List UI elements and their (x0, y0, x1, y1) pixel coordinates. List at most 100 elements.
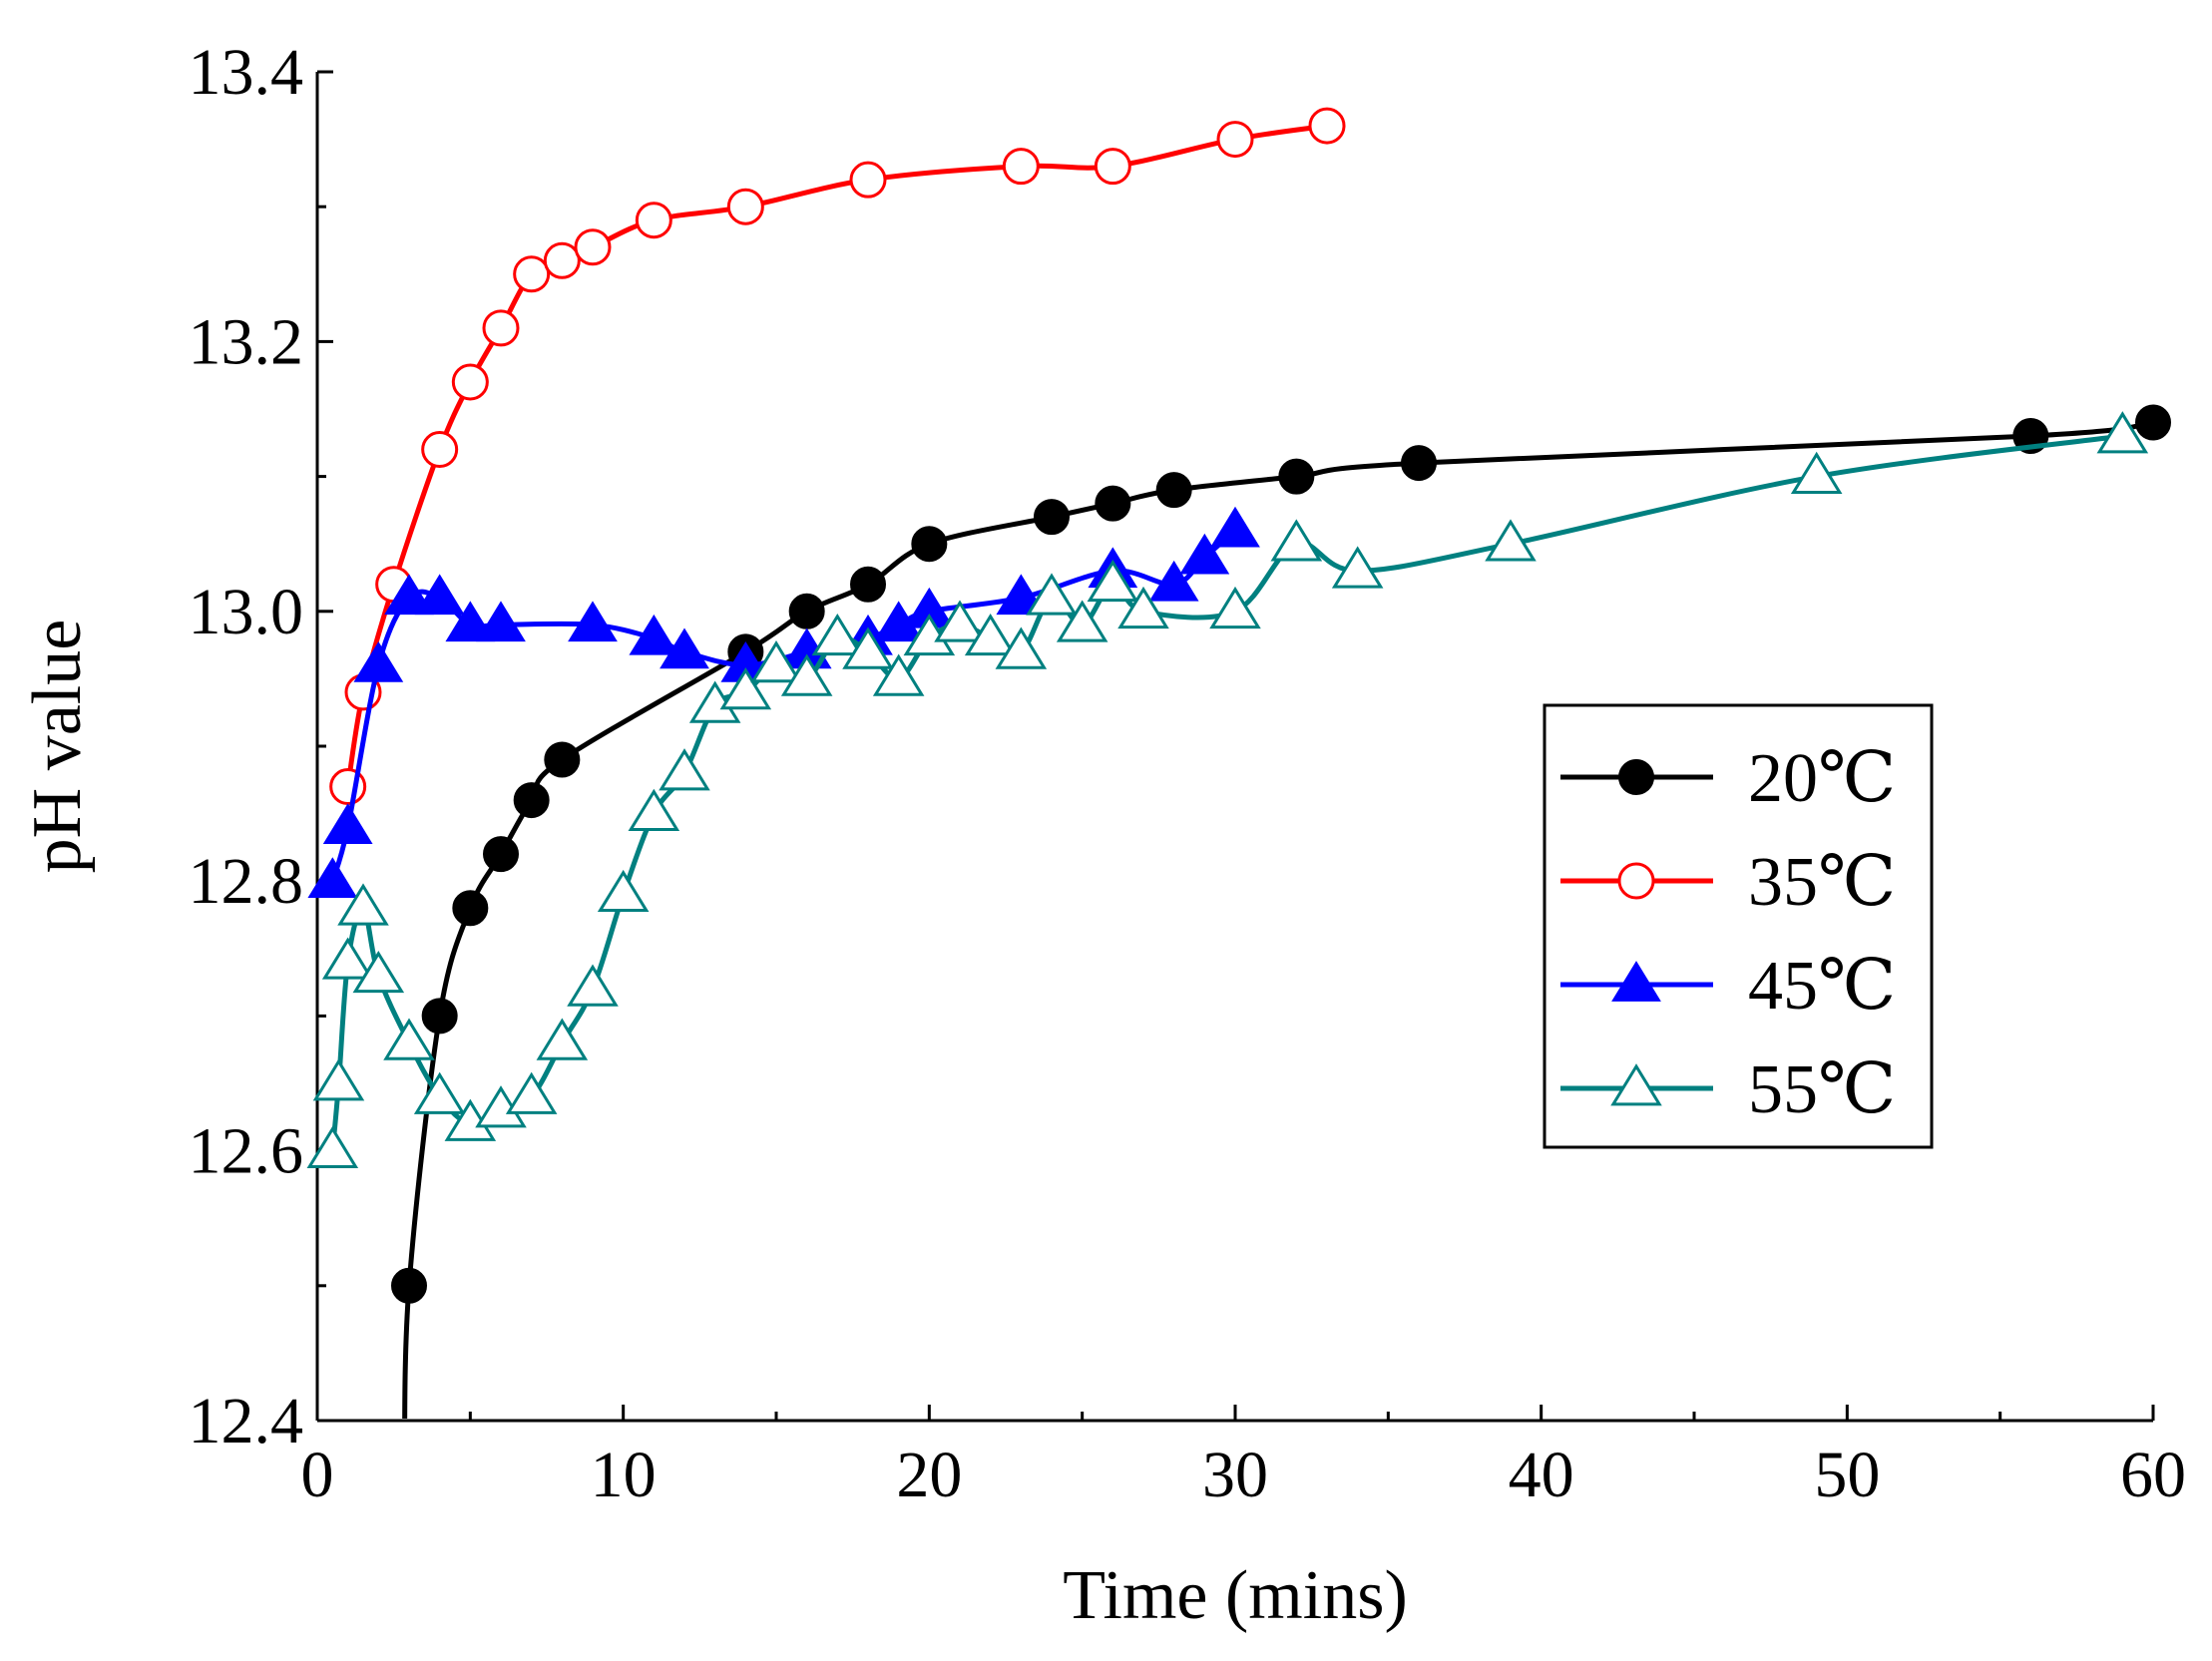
data-point (1034, 499, 1070, 536)
data-point (719, 667, 772, 710)
y-tick-label: 12.6 (189, 1115, 304, 1188)
data-point (445, 601, 496, 642)
series-group (329, 107, 1346, 806)
data-point (726, 188, 764, 225)
data-point (307, 857, 358, 899)
data-point (413, 1071, 466, 1114)
data-point (849, 161, 887, 199)
data-point (2096, 411, 2149, 454)
x-tick-label: 50 (1814, 1439, 1880, 1511)
data-point (660, 627, 709, 669)
y-tick-label: 12.8 (189, 845, 304, 918)
y-tick-label: 12.4 (189, 1385, 304, 1457)
x-tick-label: 0 (301, 1439, 334, 1511)
legend-label: 55℃ (1748, 1051, 1896, 1128)
data-point (321, 937, 374, 980)
data-point (352, 950, 405, 994)
data-point (1331, 546, 1384, 589)
series-group (307, 506, 1260, 899)
data-point (1210, 506, 1260, 548)
y-tick-label: 13.2 (189, 305, 304, 378)
data-point (543, 241, 581, 279)
ticks-layer: 0 10 20 30 40 50 60 12.4 12.6 12.8 13.0 13.2 13.4 (189, 36, 2187, 1511)
legend-label: 45℃ (1748, 948, 1896, 1025)
data-point (1095, 485, 1131, 522)
data-point (780, 653, 833, 696)
x-tick-label: 60 (2120, 1439, 2186, 1511)
data-point (811, 613, 864, 656)
data-point (597, 869, 650, 913)
data-point (421, 998, 458, 1035)
legend-marker (1618, 759, 1654, 795)
y-tick-label: 13.0 (189, 576, 304, 648)
data-point (476, 601, 526, 642)
data-point (964, 613, 1017, 656)
data-point (872, 653, 925, 696)
data-point (629, 614, 679, 655)
data-point (1056, 600, 1108, 642)
data-point (505, 1071, 558, 1114)
data-point (1117, 586, 1169, 629)
data-point (996, 574, 1047, 616)
data-point (353, 640, 404, 682)
data-point (322, 803, 373, 844)
data-point (1094, 148, 1131, 186)
data-point (306, 1125, 359, 1168)
data-point (536, 1018, 589, 1060)
data-point (482, 309, 520, 347)
data-point (628, 788, 680, 831)
series-line (345, 123, 1330, 790)
data-point (312, 1058, 365, 1101)
x-tick-label: 20 (896, 1439, 962, 1511)
data-point (750, 640, 802, 683)
data-point (850, 566, 886, 603)
data-point (544, 741, 581, 778)
legend-marker (1611, 961, 1661, 1002)
data-point (842, 626, 894, 669)
data-point (2135, 404, 2171, 441)
legend-label: 20℃ (1748, 740, 1896, 817)
data-point (1270, 519, 1323, 562)
data-point (934, 600, 986, 642)
data-point (383, 1018, 435, 1060)
data-point (568, 601, 618, 642)
data-point (574, 228, 612, 266)
data-point (414, 574, 465, 616)
data-point (1179, 533, 1230, 575)
data-point (1148, 560, 1199, 602)
data-point (567, 964, 619, 1007)
data-point (1790, 451, 1843, 494)
data-point (635, 202, 672, 239)
data-point (1209, 586, 1261, 629)
data-point (911, 526, 948, 563)
data-point (384, 574, 434, 616)
data-point (1278, 458, 1315, 495)
data-point (659, 748, 710, 791)
data-point (1026, 573, 1078, 616)
legend: 20℃ 35℃ 45℃ 55℃ (1543, 703, 1934, 1149)
data-point (1002, 148, 1040, 186)
x-tick-label: 40 (1509, 1439, 1574, 1511)
data-point (788, 593, 825, 629)
data-point (1087, 559, 1139, 603)
data-point (1485, 519, 1537, 562)
data-point (1216, 121, 1254, 159)
data-point (337, 883, 389, 926)
data-point (513, 255, 551, 293)
data-point (451, 363, 489, 401)
data-point (452, 890, 489, 927)
data-point (1401, 445, 1437, 482)
y-axis-label: pH value (19, 620, 96, 874)
legend-marker (1617, 862, 1655, 900)
data-point (995, 626, 1048, 669)
x-tick-label: 10 (591, 1439, 657, 1511)
x-axis-label: Time (mins) (1063, 1557, 1408, 1634)
data-point (1155, 472, 1192, 509)
data-point (483, 836, 519, 873)
data-point (1308, 107, 1346, 145)
legend-label: 35℃ (1748, 844, 1896, 921)
legend-marker (1610, 1063, 1662, 1106)
y-tick-label: 13.4 (189, 36, 304, 109)
